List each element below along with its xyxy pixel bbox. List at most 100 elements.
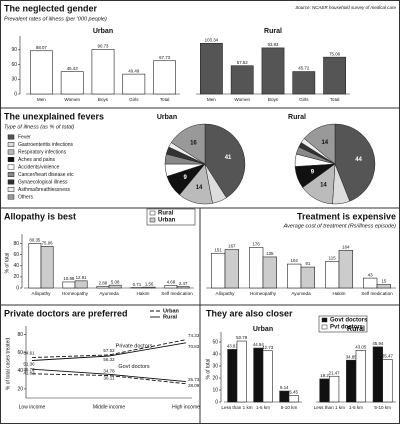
value-label: 115 (329, 256, 337, 261)
bar (211, 252, 226, 289)
bar (230, 65, 254, 95)
slice-label: 9 (183, 175, 187, 181)
legend-swatch (7, 134, 15, 140)
x-tick-label: Self medication (161, 291, 193, 296)
slice-label: 14 (321, 140, 328, 146)
legend-swatch (7, 179, 15, 185)
bar (262, 256, 277, 289)
value-label: 2.47 (179, 281, 188, 286)
bar (122, 73, 146, 95)
panel-label: Urban (93, 28, 113, 35)
value-label: 75.06 (42, 240, 54, 245)
y-tick-label: 40 (17, 368, 23, 374)
y-tick-label: 40 (13, 263, 19, 269)
value-label: 36.11 (104, 376, 115, 381)
bar (28, 243, 42, 289)
pie-slice (170, 123, 206, 165)
bar (376, 284, 391, 289)
bar (292, 71, 316, 95)
value-label: 176 (252, 242, 260, 247)
chart-subtitle: Type of illness (as % of total) (4, 124, 74, 130)
chart-title: The neglected gender (4, 3, 98, 13)
x-tick-label: Ayurveda (291, 291, 311, 296)
line-annotation: Private doctors (116, 343, 153, 349)
value-label: 54.61 (23, 351, 35, 356)
x-tick-label: Allopathy (216, 291, 236, 296)
bar (153, 60, 176, 95)
bar (329, 375, 340, 403)
x-tick-label: Women (234, 97, 250, 102)
slice-label: 41 (225, 155, 232, 161)
chart-subtitle: Prevalent rates of illness (per '000 peo… (4, 16, 107, 22)
value-label: 93.93 (268, 42, 280, 47)
value-label: 2.88 (99, 281, 108, 286)
legend-swatch (7, 157, 15, 162)
legend-label: Rural (158, 211, 174, 217)
legend-label: Rural (163, 314, 178, 320)
legend-swatch (7, 187, 15, 192)
panel-label: Rural (347, 326, 365, 333)
value-label: 103.34 (205, 37, 219, 42)
value-label: 44.94 (253, 342, 265, 347)
line (31, 368, 187, 383)
legend-swatch (7, 194, 15, 200)
value-label: 43 (368, 272, 373, 277)
bar (96, 286, 110, 289)
legend-swatch (321, 324, 328, 330)
legend-swatch (7, 172, 15, 177)
bar (325, 261, 340, 289)
y-tick-label: 20 (17, 386, 23, 392)
value-label: 45.72 (298, 66, 310, 71)
value-label: 42.73 (262, 345, 274, 350)
panel-label: Urban (253, 326, 273, 333)
legend-label: Gastroenteritis infections (18, 142, 74, 148)
legend-label: Aches and pains (18, 157, 55, 163)
bar (323, 56, 346, 95)
bar (30, 50, 53, 95)
value-label: 41.83 (23, 370, 35, 375)
value-label: 15 (381, 279, 386, 284)
chart-title: The unexplained fevers (4, 111, 104, 121)
bar (261, 47, 285, 95)
slice-label: 44 (355, 157, 362, 163)
bar (346, 359, 357, 403)
value-label: 1.56 (145, 281, 154, 286)
y-axis-label: % of total (4, 253, 10, 274)
value-label: 34.78 (103, 369, 115, 374)
legend-label: Pvt doctors (330, 325, 364, 331)
bar (262, 350, 273, 403)
y-tick-label: 20 (13, 274, 19, 280)
bar (60, 71, 84, 95)
chart-title: Private doctors are preferred (4, 308, 128, 318)
bar (62, 281, 76, 289)
y-tick-label: 90 (11, 47, 17, 53)
value-label: 74.33 (188, 333, 200, 338)
pie-slice (334, 123, 376, 202)
x-tick-label: Boys (268, 97, 279, 102)
value-label: 91 (305, 261, 310, 266)
x-tick-label: 1-5 km (256, 405, 270, 410)
bar (287, 263, 302, 289)
bar (74, 280, 88, 289)
y-tick-label: 40 (212, 351, 218, 357)
x-tick-label: Hakim (332, 291, 345, 296)
x-tick-label: Middle income (93, 404, 125, 410)
bar (108, 284, 122, 289)
value-label: 43.81 (227, 344, 239, 349)
value-label: 10.88 (63, 276, 75, 281)
x-tick-label: Allopathy (32, 291, 52, 296)
x-tick-label: Less than 1 km (314, 405, 345, 410)
legend-swatch (7, 142, 15, 147)
bar (224, 249, 239, 289)
y-tick-label: 60 (13, 252, 19, 258)
value-label: 75.06 (329, 51, 341, 56)
y-tick-label: 0 (14, 91, 17, 97)
x-tick-label: 5-10 km (374, 405, 391, 410)
bar (253, 347, 264, 403)
bar (338, 249, 353, 289)
line (31, 342, 187, 361)
y-tick-label: 0 (16, 285, 19, 291)
bar (176, 286, 190, 289)
bar (142, 286, 156, 289)
